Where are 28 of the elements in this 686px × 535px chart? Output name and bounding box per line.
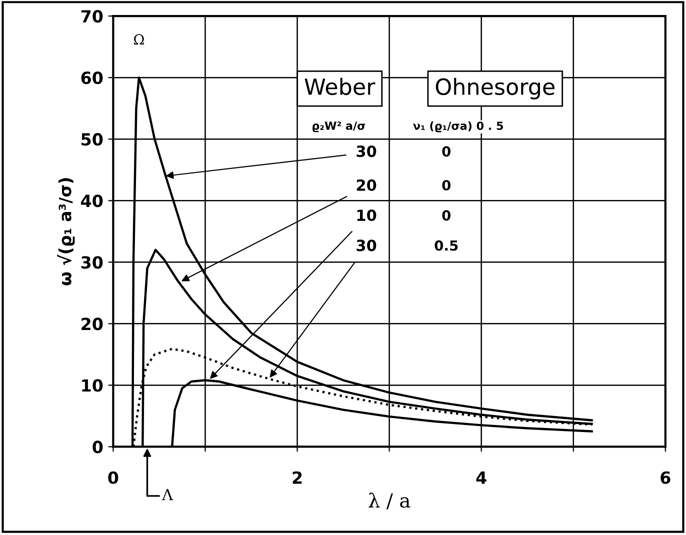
x-tick-label: 0 [108,471,118,484]
annotation: Ohnesorge [436,78,554,100]
annotation: 30 [356,240,376,252]
x-tick-label: 2 [292,471,302,484]
y-tick-label: 70 [81,10,103,23]
y-axis-title: ω √(ϱ₁ a³/σ) [57,178,75,286]
y-tick-label: 50 [82,133,103,146]
annotation: 0 [442,180,451,191]
annotation: 20 [356,179,376,191]
annotation: Ω [134,34,144,44]
annotation: ν₁ (ϱ₁/σa) 0 . 5 [413,121,503,132]
x-tick-label: 6 [660,471,670,484]
annotation: 0 [442,210,451,221]
annotation: Λ [162,489,174,500]
y-tick-label: 20 [82,318,103,330]
x-tick-label: 4 [476,472,486,484]
annotation: ϱ₂W² a/σ [312,122,366,132]
y-tick-label: 40 [81,194,103,208]
x-axis-title: λ / a [368,492,410,510]
y-tick-label: 30 [81,256,103,269]
annotation: 10 [357,210,376,222]
y-tick-label: 60 [81,72,103,84]
y-tick-label: 0 [92,440,103,454]
annotation: 0.5 [434,240,458,251]
annotation: 0 [442,146,451,157]
annotation: Weber [304,78,376,96]
annotation: 30 [356,146,376,158]
y-tick-label: 10 [82,379,103,392]
